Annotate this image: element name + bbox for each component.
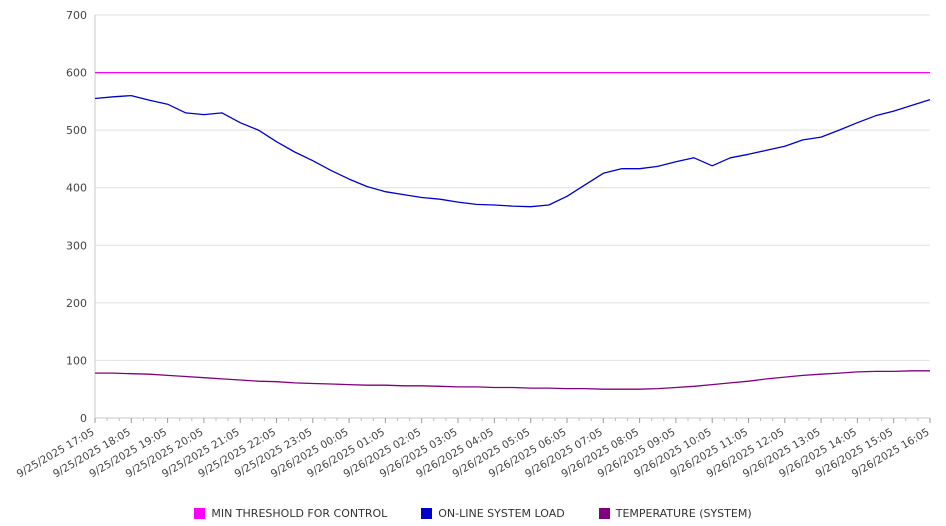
online-system-load-swatch-icon <box>421 508 433 519</box>
svg-text:300: 300 <box>66 239 87 252</box>
min-threshold-swatch-icon <box>194 508 206 519</box>
chart-legend: MIN THRESHOLD FOR CONTROL ON-LINE SYSTEM… <box>0 507 946 520</box>
legend-label: ON-LINE SYSTEM LOAD <box>438 507 565 520</box>
legend-item-min-threshold: MIN THRESHOLD FOR CONTROL <box>194 507 387 520</box>
legend-label: MIN THRESHOLD FOR CONTROL <box>211 507 388 520</box>
legend-item-temperature-system: TEMPERATURE (SYSTEM) <box>598 507 752 520</box>
svg-text:100: 100 <box>66 354 87 367</box>
svg-text:700: 700 <box>66 9 87 22</box>
svg-text:600: 600 <box>66 67 87 80</box>
legend-label: TEMPERATURE (SYSTEM) <box>615 507 752 520</box>
temperature-system-swatch-icon <box>598 508 610 519</box>
legend-item-online-system-load: ON-LINE SYSTEM LOAD <box>421 507 565 520</box>
svg-text:200: 200 <box>66 297 87 310</box>
svg-text:500: 500 <box>66 124 87 137</box>
svg-text:0: 0 <box>80 412 87 425</box>
svg-text:400: 400 <box>66 182 87 195</box>
